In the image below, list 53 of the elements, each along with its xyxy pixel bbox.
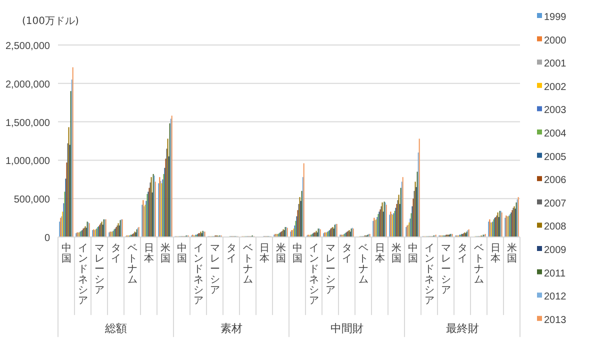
legend-label: 2013 (544, 314, 567, 326)
x-tick-label: 米国 (160, 242, 170, 264)
legend-label: 2009 (544, 245, 567, 256)
x-tick-label: マレーシア (94, 243, 104, 296)
x-tick-label: マレーシア (210, 243, 220, 296)
x-axis-title: 総額 (104, 322, 127, 335)
x-tick-label: ベトナム (242, 243, 253, 286)
legend-label: 2001 (544, 58, 567, 70)
x-tick-label: タイ (342, 243, 352, 264)
x-tick-label: 米国 (276, 242, 286, 264)
x-tick-label: ベトナム (358, 243, 368, 286)
legend-label: 1999 (544, 12, 567, 23)
legend-label: 2004 (544, 128, 567, 140)
y-tick-label: 1,500,000 (6, 118, 50, 129)
x-axis-title: 最終財 (446, 323, 479, 335)
x-tick-label: インドネシア (78, 243, 88, 306)
y-tick-label: 500,000 (14, 194, 50, 206)
x-tick-label: 日本 (490, 243, 500, 264)
x-tick-label: タイ (226, 243, 236, 264)
legend-label: 2002 (544, 82, 567, 93)
x-tick-label: マレーシア (325, 243, 336, 296)
x-axis-title: 素材 (220, 322, 242, 335)
y-tick-label: 0 (44, 233, 50, 244)
x-tick-label: 中国 (408, 242, 418, 264)
y-tick-label: 2,000,000 (6, 79, 50, 90)
x-axis-title: 中間財 (330, 322, 364, 335)
x-tick-label: インドネシア (424, 243, 434, 306)
y-tick-label: 1,000,000 (6, 156, 50, 168)
x-tick-label: ベトナム (474, 243, 484, 286)
legend-label: 2007 (544, 198, 567, 210)
x-tick-label: 米国 (391, 242, 402, 264)
x-tick-label: タイ (110, 243, 121, 264)
legend-label: 2000 (544, 35, 567, 46)
x-tick-label: 日本 (259, 243, 270, 264)
x-tick-label: タイ (457, 243, 468, 264)
x-tick-label: インドネシア (193, 243, 204, 306)
legend-label: 2012 (544, 292, 567, 303)
x-tick-label: インドネシア (308, 243, 319, 306)
x-tick-label: ベトナム (127, 243, 138, 286)
legend-label: 2005 (544, 152, 567, 163)
x-tick-label: 中国 (292, 242, 302, 264)
x-tick-label: 中国 (176, 242, 187, 264)
x-tick-label: マレーシア (440, 243, 451, 296)
x-tick-label: 日本 (144, 243, 154, 264)
y-tick-label: 2,500,000 (6, 41, 50, 52)
legend-label: 2008 (544, 222, 567, 233)
x-tick-label: 米国 (506, 242, 517, 264)
legend-label: 2003 (544, 105, 567, 116)
y-axis-title: (100万ドル) (22, 16, 79, 27)
x-tick-label: 日本 (374, 243, 385, 264)
x-tick-label: 中国 (61, 242, 72, 264)
legend-label: 2011 (544, 268, 566, 280)
legend-label: 2006 (544, 175, 567, 186)
